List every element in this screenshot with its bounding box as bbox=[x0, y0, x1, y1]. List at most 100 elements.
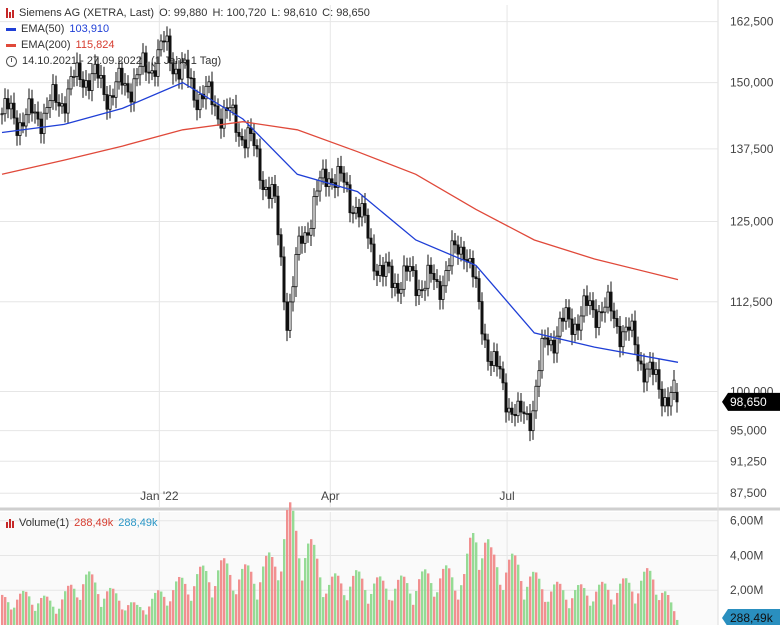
candle-body bbox=[648, 361, 652, 370]
candle-body bbox=[60, 103, 64, 107]
candle-body bbox=[456, 244, 460, 255]
candle-body bbox=[507, 407, 511, 413]
candle-body bbox=[366, 214, 370, 239]
volume-bar bbox=[313, 544, 316, 625]
volume-bar bbox=[592, 601, 595, 625]
candle-body bbox=[672, 379, 676, 393]
volume-bar bbox=[628, 582, 631, 625]
candle-body bbox=[162, 40, 166, 43]
candle-body bbox=[291, 286, 295, 303]
candle-body bbox=[351, 212, 355, 215]
volume-bar bbox=[547, 601, 550, 625]
volume-bar bbox=[115, 593, 118, 625]
volume-bar bbox=[385, 588, 388, 625]
volume-bar bbox=[595, 591, 598, 625]
candle-body bbox=[615, 318, 619, 327]
candle-body bbox=[198, 93, 202, 111]
volume-bar bbox=[4, 597, 7, 625]
volume-bar bbox=[340, 583, 343, 625]
volume-bar bbox=[295, 530, 298, 625]
volume-bar bbox=[100, 606, 103, 625]
candle-body bbox=[69, 76, 73, 90]
candle-body bbox=[81, 79, 85, 88]
volume-bar bbox=[604, 583, 607, 625]
volume-bar bbox=[607, 589, 610, 625]
candle-body bbox=[315, 190, 319, 197]
volume-bar bbox=[421, 571, 424, 625]
time-tick-label: Jul bbox=[499, 489, 514, 503]
volume-bar bbox=[34, 610, 37, 625]
volume-bar bbox=[343, 595, 346, 625]
volume-bar bbox=[1, 594, 4, 625]
volume-bar bbox=[91, 574, 94, 625]
volume-bar bbox=[658, 600, 661, 625]
candle-body bbox=[15, 117, 19, 136]
price-tick-label: 87,500 bbox=[730, 486, 767, 500]
volume-bar bbox=[667, 595, 670, 625]
candle-body bbox=[564, 307, 568, 322]
candle-body bbox=[660, 388, 664, 407]
candle-body bbox=[165, 35, 169, 43]
volume-bar bbox=[613, 604, 616, 625]
candle-body bbox=[48, 100, 52, 108]
candle-body bbox=[144, 52, 148, 73]
volume-bar bbox=[430, 583, 433, 625]
volume-bar bbox=[283, 539, 286, 625]
candle-body bbox=[516, 400, 520, 417]
volume-legend: Volume(1) 288,49k 288,49k bbox=[6, 515, 157, 531]
ema200-value: 115,824 bbox=[75, 39, 115, 51]
candle-body bbox=[99, 75, 103, 79]
volume-bar bbox=[148, 606, 151, 625]
candle-body bbox=[405, 265, 409, 272]
candle-body bbox=[78, 62, 82, 81]
volume-bar bbox=[316, 558, 319, 625]
candle-body bbox=[522, 411, 526, 415]
candle-body bbox=[477, 278, 481, 302]
volume-value-1: 288,49k bbox=[74, 517, 114, 529]
volume-bar bbox=[619, 583, 622, 625]
volume-bar bbox=[220, 560, 223, 625]
candle-body bbox=[42, 112, 46, 135]
candle-body bbox=[438, 281, 442, 300]
volume-bar bbox=[154, 592, 157, 625]
volume-bar bbox=[184, 583, 187, 625]
range-row: 14.10.2021 - 27.09.2022 , (1 Jahr, 1 Tag… bbox=[6, 53, 370, 69]
volume-bar bbox=[256, 599, 259, 625]
candle-body bbox=[300, 235, 304, 244]
candlestick-icon bbox=[6, 8, 14, 18]
volume-bar bbox=[73, 588, 76, 625]
candle-body bbox=[489, 360, 493, 366]
candle-body bbox=[153, 70, 157, 77]
price-tick-label: 125,000 bbox=[730, 215, 774, 229]
candle-body bbox=[252, 133, 256, 146]
candle-body bbox=[636, 344, 640, 362]
instrument-name: Siemens AG (XETRA, Last) bbox=[19, 7, 155, 19]
volume-bar bbox=[85, 574, 88, 625]
candle-body bbox=[210, 81, 214, 106]
candle-body bbox=[603, 306, 607, 313]
volume-bar bbox=[379, 576, 382, 625]
price-tick-label: 137,500 bbox=[730, 142, 774, 156]
candle-body bbox=[480, 301, 484, 335]
volume-bar bbox=[286, 509, 289, 625]
volume-bar bbox=[508, 559, 511, 625]
ema200-row[interactable]: EMA(200) 115,824 bbox=[6, 37, 370, 53]
time-tick-label: Jan '22 bbox=[140, 489, 179, 503]
candle-body bbox=[63, 103, 67, 114]
volume-bar bbox=[523, 599, 526, 625]
volume-bar bbox=[511, 553, 514, 625]
volume-bar bbox=[517, 564, 520, 625]
volume-bar bbox=[322, 597, 325, 625]
volume-bar bbox=[139, 607, 142, 625]
candle-body bbox=[195, 99, 199, 111]
volume-bar bbox=[457, 599, 460, 625]
volume-bar bbox=[415, 591, 418, 625]
volume-bar bbox=[364, 590, 367, 625]
candle-body bbox=[591, 300, 595, 311]
ema50-row[interactable]: EMA(50) 103,910 bbox=[6, 21, 370, 37]
volume-bar bbox=[646, 568, 649, 625]
candle-body bbox=[531, 410, 535, 432]
volume-bar bbox=[388, 599, 391, 625]
volume-bar bbox=[301, 580, 304, 625]
